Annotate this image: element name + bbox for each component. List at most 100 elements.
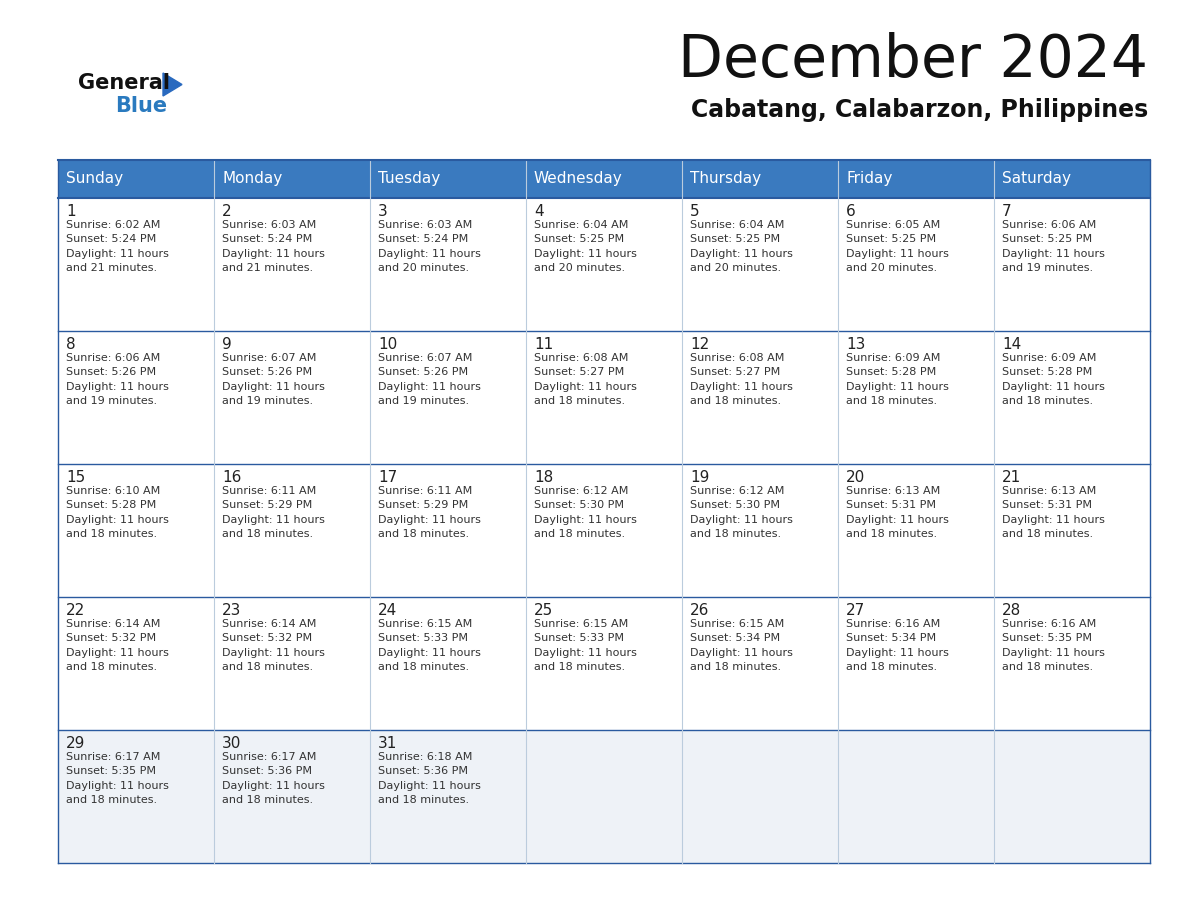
Text: 19: 19 (690, 470, 709, 485)
Bar (682, 597, 838, 730)
Text: 11: 11 (533, 337, 554, 352)
Bar (994, 597, 1150, 730)
Text: Sunrise: 6:12 AM
Sunset: 5:30 PM
Daylight: 11 hours
and 18 minutes.: Sunrise: 6:12 AM Sunset: 5:30 PM Dayligh… (533, 486, 637, 539)
Text: Sunrise: 6:17 AM
Sunset: 5:36 PM
Daylight: 11 hours
and 18 minutes.: Sunrise: 6:17 AM Sunset: 5:36 PM Dayligh… (222, 752, 324, 805)
Text: Sunrise: 6:06 AM
Sunset: 5:26 PM
Daylight: 11 hours
and 19 minutes.: Sunrise: 6:06 AM Sunset: 5:26 PM Dayligh… (67, 353, 169, 406)
Text: 25: 25 (533, 603, 554, 618)
Text: 31: 31 (378, 736, 397, 751)
Text: 5: 5 (690, 204, 700, 219)
Bar (58, 464, 214, 597)
Bar (838, 730, 994, 863)
Bar (58, 730, 214, 863)
Text: Sunrise: 6:13 AM
Sunset: 5:31 PM
Daylight: 11 hours
and 18 minutes.: Sunrise: 6:13 AM Sunset: 5:31 PM Dayligh… (1001, 486, 1105, 539)
Text: Sunrise: 6:18 AM
Sunset: 5:36 PM
Daylight: 11 hours
and 18 minutes.: Sunrise: 6:18 AM Sunset: 5:36 PM Dayligh… (378, 752, 481, 805)
Bar (369, 730, 526, 863)
Text: 9: 9 (222, 337, 232, 352)
Text: 16: 16 (222, 470, 241, 485)
Text: Sunrise: 6:04 AM
Sunset: 5:25 PM
Daylight: 11 hours
and 20 minutes.: Sunrise: 6:04 AM Sunset: 5:25 PM Dayligh… (690, 220, 792, 274)
Bar (526, 198, 682, 331)
Bar (214, 464, 369, 597)
Bar (369, 597, 526, 730)
Text: 21: 21 (1001, 470, 1022, 485)
Text: 4: 4 (533, 204, 544, 219)
Bar (214, 160, 369, 198)
Text: Sunrise: 6:07 AM
Sunset: 5:26 PM
Daylight: 11 hours
and 19 minutes.: Sunrise: 6:07 AM Sunset: 5:26 PM Dayligh… (378, 353, 481, 406)
Text: Sunrise: 6:03 AM
Sunset: 5:24 PM
Daylight: 11 hours
and 20 minutes.: Sunrise: 6:03 AM Sunset: 5:24 PM Dayligh… (378, 220, 481, 274)
Bar (214, 331, 369, 464)
Bar (682, 198, 838, 331)
Text: 24: 24 (378, 603, 397, 618)
Text: Sunday: Sunday (67, 172, 124, 186)
Text: Sunrise: 6:16 AM
Sunset: 5:34 PM
Daylight: 11 hours
and 18 minutes.: Sunrise: 6:16 AM Sunset: 5:34 PM Dayligh… (846, 619, 949, 672)
Text: 2: 2 (222, 204, 232, 219)
Text: 15: 15 (67, 470, 86, 485)
Bar (838, 331, 994, 464)
Text: 1: 1 (67, 204, 76, 219)
Text: Sunrise: 6:06 AM
Sunset: 5:25 PM
Daylight: 11 hours
and 19 minutes.: Sunrise: 6:06 AM Sunset: 5:25 PM Dayligh… (1001, 220, 1105, 274)
Text: Wednesday: Wednesday (533, 172, 623, 186)
Bar (994, 331, 1150, 464)
Text: Sunrise: 6:07 AM
Sunset: 5:26 PM
Daylight: 11 hours
and 19 minutes.: Sunrise: 6:07 AM Sunset: 5:26 PM Dayligh… (222, 353, 324, 406)
Text: Monday: Monday (222, 172, 283, 186)
Text: Saturday: Saturday (1001, 172, 1072, 186)
Bar (58, 331, 214, 464)
Text: 22: 22 (67, 603, 86, 618)
Text: December 2024: December 2024 (678, 31, 1148, 88)
Text: 28: 28 (1001, 603, 1022, 618)
Text: Sunrise: 6:09 AM
Sunset: 5:28 PM
Daylight: 11 hours
and 18 minutes.: Sunrise: 6:09 AM Sunset: 5:28 PM Dayligh… (846, 353, 949, 406)
Text: Sunrise: 6:15 AM
Sunset: 5:34 PM
Daylight: 11 hours
and 18 minutes.: Sunrise: 6:15 AM Sunset: 5:34 PM Dayligh… (690, 619, 792, 672)
Text: Cabatang, Calabarzon, Philippines: Cabatang, Calabarzon, Philippines (690, 98, 1148, 122)
Text: Thursday: Thursday (690, 172, 762, 186)
Text: Sunrise: 6:16 AM
Sunset: 5:35 PM
Daylight: 11 hours
and 18 minutes.: Sunrise: 6:16 AM Sunset: 5:35 PM Dayligh… (1001, 619, 1105, 672)
Bar (994, 198, 1150, 331)
Text: 7: 7 (1001, 204, 1012, 219)
Bar (58, 597, 214, 730)
Bar (214, 597, 369, 730)
Text: 18: 18 (533, 470, 554, 485)
Text: Sunrise: 6:17 AM
Sunset: 5:35 PM
Daylight: 11 hours
and 18 minutes.: Sunrise: 6:17 AM Sunset: 5:35 PM Dayligh… (67, 752, 169, 805)
Text: 10: 10 (378, 337, 397, 352)
Text: Friday: Friday (846, 172, 892, 186)
Bar (682, 730, 838, 863)
Text: Sunrise: 6:15 AM
Sunset: 5:33 PM
Daylight: 11 hours
and 18 minutes.: Sunrise: 6:15 AM Sunset: 5:33 PM Dayligh… (378, 619, 481, 672)
Text: Sunrise: 6:04 AM
Sunset: 5:25 PM
Daylight: 11 hours
and 20 minutes.: Sunrise: 6:04 AM Sunset: 5:25 PM Dayligh… (533, 220, 637, 274)
Bar (838, 597, 994, 730)
Bar (838, 160, 994, 198)
Text: Sunrise: 6:14 AM
Sunset: 5:32 PM
Daylight: 11 hours
and 18 minutes.: Sunrise: 6:14 AM Sunset: 5:32 PM Dayligh… (222, 619, 324, 672)
Text: Sunrise: 6:11 AM
Sunset: 5:29 PM
Daylight: 11 hours
and 18 minutes.: Sunrise: 6:11 AM Sunset: 5:29 PM Dayligh… (222, 486, 324, 539)
Text: Sunrise: 6:15 AM
Sunset: 5:33 PM
Daylight: 11 hours
and 18 minutes.: Sunrise: 6:15 AM Sunset: 5:33 PM Dayligh… (533, 619, 637, 672)
Text: Sunrise: 6:11 AM
Sunset: 5:29 PM
Daylight: 11 hours
and 18 minutes.: Sunrise: 6:11 AM Sunset: 5:29 PM Dayligh… (378, 486, 481, 539)
Text: 20: 20 (846, 470, 865, 485)
Text: Sunrise: 6:13 AM
Sunset: 5:31 PM
Daylight: 11 hours
and 18 minutes.: Sunrise: 6:13 AM Sunset: 5:31 PM Dayligh… (846, 486, 949, 539)
Text: 17: 17 (378, 470, 397, 485)
Bar (369, 160, 526, 198)
Text: Sunrise: 6:12 AM
Sunset: 5:30 PM
Daylight: 11 hours
and 18 minutes.: Sunrise: 6:12 AM Sunset: 5:30 PM Dayligh… (690, 486, 792, 539)
Bar (994, 730, 1150, 863)
Bar (526, 464, 682, 597)
Bar (214, 730, 369, 863)
Text: 12: 12 (690, 337, 709, 352)
Bar (682, 464, 838, 597)
Text: Blue: Blue (115, 96, 168, 116)
Text: 30: 30 (222, 736, 241, 751)
Bar (526, 160, 682, 198)
Text: Sunrise: 6:03 AM
Sunset: 5:24 PM
Daylight: 11 hours
and 21 minutes.: Sunrise: 6:03 AM Sunset: 5:24 PM Dayligh… (222, 220, 324, 274)
Text: Sunrise: 6:02 AM
Sunset: 5:24 PM
Daylight: 11 hours
and 21 minutes.: Sunrise: 6:02 AM Sunset: 5:24 PM Dayligh… (67, 220, 169, 274)
Bar (526, 331, 682, 464)
Bar (58, 198, 214, 331)
Bar (838, 464, 994, 597)
Bar (369, 331, 526, 464)
Bar (214, 198, 369, 331)
Text: Sunrise: 6:08 AM
Sunset: 5:27 PM
Daylight: 11 hours
and 18 minutes.: Sunrise: 6:08 AM Sunset: 5:27 PM Dayligh… (690, 353, 792, 406)
Text: 6: 6 (846, 204, 855, 219)
Bar (682, 160, 838, 198)
Bar (526, 730, 682, 863)
Text: 13: 13 (846, 337, 865, 352)
Text: Sunrise: 6:05 AM
Sunset: 5:25 PM
Daylight: 11 hours
and 20 minutes.: Sunrise: 6:05 AM Sunset: 5:25 PM Dayligh… (846, 220, 949, 274)
Text: 27: 27 (846, 603, 865, 618)
Text: 14: 14 (1001, 337, 1022, 352)
Bar (369, 198, 526, 331)
Bar (682, 331, 838, 464)
Bar (369, 464, 526, 597)
Bar (994, 160, 1150, 198)
